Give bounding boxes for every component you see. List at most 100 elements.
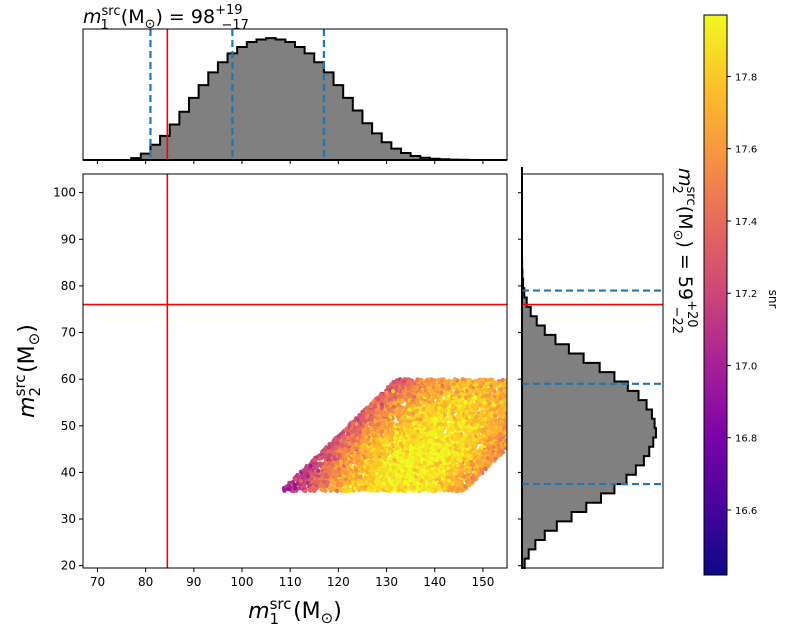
scatter-point	[514, 417, 518, 421]
scatter-point	[516, 385, 520, 389]
scatter-point	[517, 409, 521, 413]
scatter-point	[418, 378, 423, 383]
scatter-point	[486, 464, 491, 469]
scatter-point	[348, 484, 353, 489]
scatter-point	[516, 396, 520, 400]
scatter-point	[509, 399, 513, 403]
scatter-point	[513, 426, 517, 430]
scatter-point	[414, 400, 419, 405]
scatter-point	[511, 389, 515, 393]
scatter-point	[511, 432, 515, 436]
top-histogram-bars	[83, 37, 507, 161]
scatter-points	[281, 377, 521, 494]
scatter-point	[508, 411, 512, 415]
scatter-point	[517, 418, 521, 422]
scatter-point	[510, 399, 514, 403]
scatter-point	[510, 405, 514, 409]
scatter-point	[506, 384, 507, 386]
scatter-point	[509, 399, 513, 403]
scatter-point	[510, 392, 514, 396]
scatter-point	[510, 422, 514, 426]
scatter-point	[511, 387, 515, 391]
scatter-point	[357, 435, 362, 440]
scatter-point	[514, 427, 518, 431]
scatter-point	[510, 420, 514, 424]
scatter-point	[446, 422, 451, 427]
scatter-point	[511, 425, 515, 429]
scatter-point	[508, 434, 512, 438]
scatter-point	[507, 379, 511, 383]
scatter-point	[517, 413, 521, 417]
scatter-point	[338, 478, 343, 483]
scatter-point	[507, 436, 511, 440]
scatter-point	[376, 448, 381, 453]
scatter-point	[516, 434, 520, 438]
scatter-point	[510, 397, 514, 401]
scatter-point	[406, 437, 411, 442]
scatter-point	[512, 386, 516, 390]
scatter-point	[366, 487, 371, 492]
main-scatter-panel: 70 80 90 100 110 120 130 140 150 203040506070809…	[11, 173, 521, 628]
scatter-point	[517, 411, 521, 415]
scatter-point	[517, 400, 521, 404]
scatter-point	[513, 433, 517, 437]
scatter-point	[512, 394, 516, 398]
scatter-point	[512, 388, 516, 392]
scatter-point	[287, 480, 292, 485]
scatter-point	[514, 397, 518, 401]
scatter-point	[513, 401, 517, 405]
scatter-point	[333, 466, 338, 471]
scatter-point	[399, 423, 404, 428]
scatter-point	[321, 454, 326, 459]
scatter-point	[513, 418, 517, 422]
top-marginal-title: msrc 1 (M⊙) = 98+19 −17	[83, 3, 249, 33]
scatter-point	[513, 390, 517, 394]
scatter-point	[417, 450, 422, 456]
scatter-point	[516, 416, 520, 420]
scatter-point	[509, 397, 513, 401]
scatter-point	[512, 429, 516, 433]
scatter-point	[511, 439, 515, 443]
scatter-point	[511, 394, 515, 398]
scatter-point	[508, 385, 512, 389]
scatter-point	[509, 438, 513, 442]
scatter-point	[282, 487, 287, 493]
scatter-point	[515, 414, 519, 418]
scatter-point	[517, 435, 521, 439]
scatter-point	[515, 433, 519, 437]
scatter-point	[517, 383, 521, 387]
top-marginal-panel: msrc 1 (M⊙) = 98+19 −17	[82, 3, 508, 164]
scatter-point	[516, 418, 520, 422]
scatter-point	[513, 392, 517, 396]
scatter-point	[511, 428, 515, 432]
scatter-point	[504, 378, 507, 383]
scatter-point	[517, 419, 521, 423]
scatter-point	[513, 394, 517, 398]
scatter-point	[511, 429, 515, 433]
scatter-point	[388, 446, 393, 451]
scatter-point	[404, 418, 409, 423]
scatter-point	[514, 434, 518, 438]
scatter-point	[514, 400, 518, 404]
scatter-point	[457, 452, 462, 458]
scatter-point	[517, 390, 521, 394]
scatter-point	[511, 439, 515, 443]
scatter-point	[511, 437, 515, 441]
scatter-point	[431, 441, 436, 446]
scatter-point	[509, 432, 513, 436]
scatter-point	[514, 400, 518, 404]
scatter-point	[323, 447, 328, 452]
scatter-point	[512, 411, 516, 415]
scatter-point	[473, 378, 478, 383]
scatter-point	[509, 382, 513, 386]
scatter-point	[442, 461, 447, 466]
scatter-point	[388, 402, 393, 407]
scatter-point	[513, 413, 517, 417]
scatter-point	[516, 418, 520, 422]
scatter-point	[516, 397, 520, 401]
scatter-point	[512, 431, 516, 435]
scatter-point	[508, 415, 512, 419]
scatter-point	[510, 409, 514, 413]
scatter-point	[515, 381, 519, 385]
scatter-point	[512, 421, 516, 425]
